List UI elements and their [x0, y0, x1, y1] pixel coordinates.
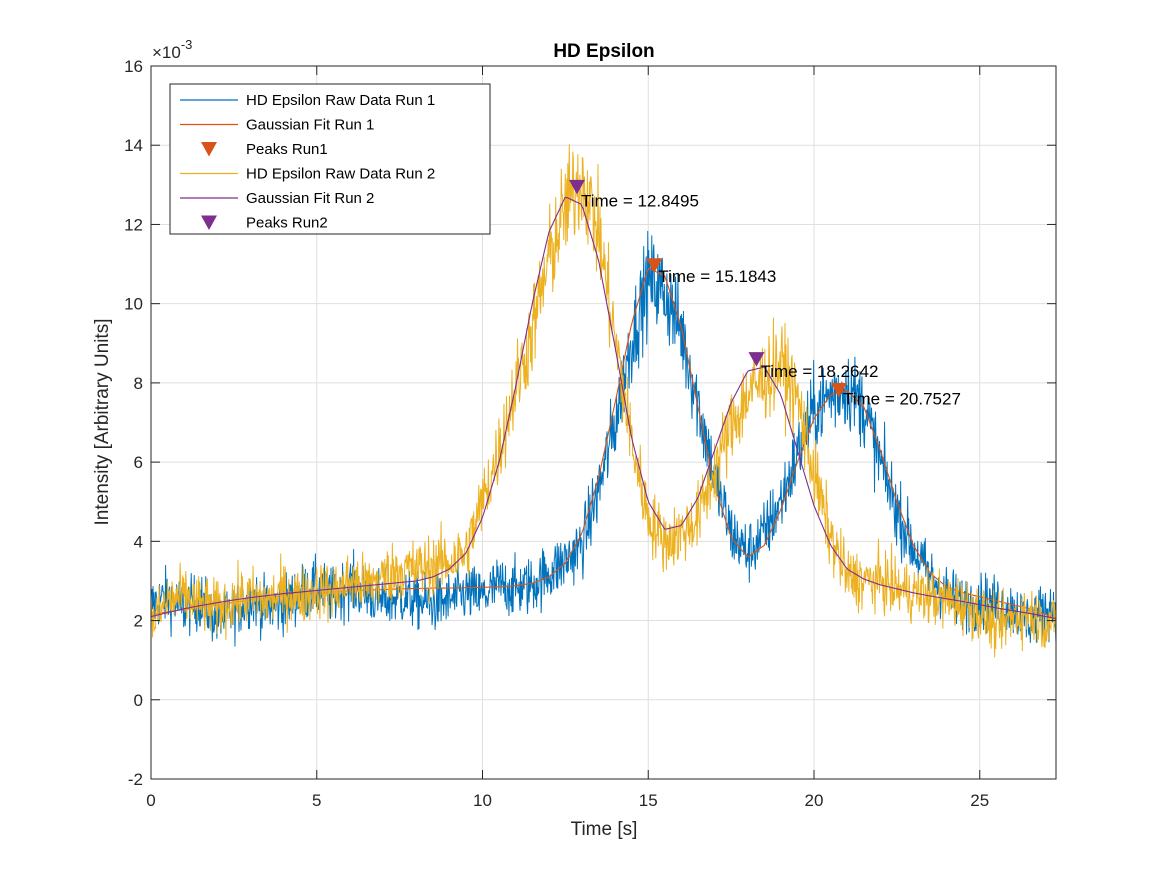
- x-axis-label: Time [s]: [571, 819, 638, 840]
- chart-title: HD Epsilon: [553, 41, 654, 62]
- peak-time-annotation: Time = 15.1843: [658, 267, 776, 286]
- series-6-peak-marker: [748, 352, 765, 367]
- y-axis-exponent-power: -3: [181, 37, 193, 52]
- x-tick-label: 10: [473, 791, 492, 810]
- legend-entry: Peaks Run2: [246, 215, 328, 232]
- series-4-line: [151, 144, 1056, 658]
- y-axis-exponent-base: ×10: [152, 43, 181, 62]
- peak-time-annotation: Time = 12.8495: [581, 192, 699, 211]
- y-tick-label: 14: [124, 136, 143, 155]
- grid: [150, 65, 1056, 780]
- legend-box: [169, 83, 491, 235]
- legend-swatch: [201, 142, 217, 157]
- plot-area: [151, 144, 1056, 658]
- legend-entry: HD Epsilon Raw Data Run 2: [246, 166, 435, 183]
- legend-swatch: [201, 215, 217, 231]
- legend-entry: Peaks Run1: [246, 141, 328, 158]
- y-tick-label: 10: [124, 295, 143, 314]
- y-tick-label: 4: [134, 532, 143, 551]
- annotations: Time = 12.8495 Time = 15.1843 Time = 18.26…: [581, 192, 961, 409]
- y-tick-label: 16: [124, 57, 143, 76]
- axes-box: [150, 65, 1057, 780]
- legend-entry: Gaussian Fit Run 2: [246, 190, 374, 207]
- legend-entry: Gaussian Fit Run 1: [246, 117, 374, 134]
- x-tick-label: 15: [639, 791, 658, 810]
- legend: HD Epsilon Raw Data Run 1 Gaussian Fit Ru…: [169, 83, 491, 235]
- peak-time-annotation: Time = 20.7527: [843, 390, 961, 409]
- x-tick-label: 5: [312, 791, 321, 810]
- y-axis-label: Intensity [Arbitrary Units]: [92, 319, 113, 526]
- series-6-peak-marker: [568, 179, 585, 195]
- legend-entry: HD Epsilon Raw Data Run 1: [246, 92, 435, 109]
- y-axis-exponent: ×10-3: [152, 37, 192, 62]
- x-tick-label: 20: [805, 791, 824, 810]
- y-tick-label: -2: [128, 770, 143, 789]
- series-3-peak-marker: [646, 258, 663, 273]
- x-tick-label: 25: [970, 791, 989, 810]
- y-tick-label: 2: [134, 612, 143, 631]
- peak-time-annotation: Time = 18.2642: [760, 362, 878, 381]
- y-tick-label: 12: [124, 215, 143, 234]
- series-3-peak-marker: [830, 383, 847, 398]
- series-5-line: [151, 196, 1056, 620]
- y-tick-label: 6: [134, 453, 143, 472]
- y-tick-label: 0: [134, 691, 143, 710]
- x-tick-label: 0: [146, 791, 155, 810]
- y-tick-label: 8: [134, 374, 143, 393]
